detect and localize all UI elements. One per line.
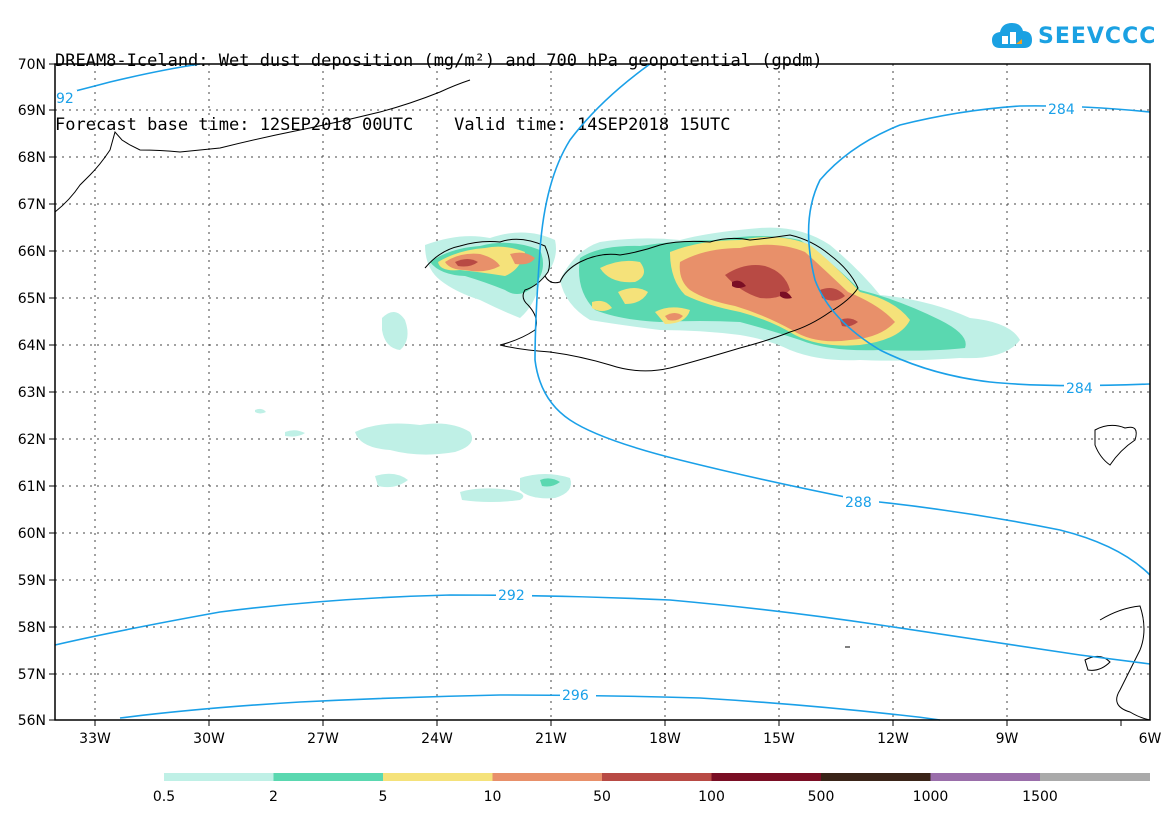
lat-label: 62N — [18, 432, 46, 448]
legend-swatch — [930, 773, 1041, 781]
lat-label: 57N — [18, 667, 46, 683]
lat-label: 70N — [18, 57, 46, 73]
legend-swatch — [164, 773, 274, 781]
legend-label: 100 — [698, 789, 725, 805]
dust-deposition-field — [255, 227, 1020, 502]
lon-label: 33W — [79, 731, 111, 747]
lon-label: 21W — [535, 731, 567, 747]
legend-label: 1000 — [913, 789, 949, 805]
color-legend: 0.5 2 5 10 50 100 500 1000 1500 — [153, 773, 1150, 805]
seevccc-logo: SEEVCCC — [990, 16, 1156, 56]
graticule — [55, 64, 1150, 720]
lat-label: 61N — [18, 479, 46, 495]
logo-text: SEEVCCC — [1038, 23, 1157, 49]
contour-label: 284 — [1048, 102, 1075, 118]
legend-swatch — [711, 773, 822, 781]
contour-label: 92 — [56, 91, 74, 107]
contour-label: 284 — [1066, 381, 1093, 397]
cloud-icon — [992, 23, 1032, 48]
axis-ticks — [49, 63, 1122, 726]
lat-label: 65N — [18, 291, 46, 307]
legend-swatch — [1040, 773, 1150, 781]
lat-label: 60N — [18, 526, 46, 542]
lat-label: 56N — [18, 713, 46, 729]
longitude-labels: 33W 30W 27W 24W 21W 18W 15W 12W 9W 6W — [79, 731, 1161, 747]
legend-label: 0.5 — [153, 789, 175, 805]
lon-label: 9W — [996, 731, 1019, 747]
lon-label: 15W — [763, 731, 795, 747]
lat-label: 67N — [18, 197, 46, 213]
lon-label: 24W — [421, 731, 453, 747]
legend-label: 5 — [379, 789, 388, 805]
legend-label: 2 — [269, 789, 278, 805]
title-line-1: DREAM8-Iceland: Wet dust deposition (mg/… — [55, 51, 823, 71]
lat-label: 68N — [18, 150, 46, 166]
legend-swatch — [602, 773, 712, 781]
legend-label: 500 — [808, 789, 835, 805]
contour-label: 296 — [562, 688, 589, 704]
legend-swatch — [383, 773, 493, 781]
legend-label: 50 — [593, 789, 611, 805]
contour-labels: 92 284 284 288 292 296 — [55, 90, 1100, 704]
lat-label: 58N — [18, 620, 46, 636]
contour-label: 292 — [498, 588, 525, 604]
lon-label: 30W — [193, 731, 225, 747]
title-line-2: Forecast base time: 12SEP2018 00UTC Vali… — [55, 115, 731, 135]
lat-label: 64N — [18, 338, 46, 354]
legend-swatch — [492, 773, 603, 781]
lat-label: 66N — [18, 244, 46, 260]
lon-label: 6W — [1139, 731, 1162, 747]
lat-label: 59N — [18, 573, 46, 589]
latitude-labels: 70N 69N 68N 67N 66N 65N 64N 63N 62N 61N … — [18, 57, 46, 729]
lat-label: 63N — [18, 385, 46, 401]
coastlines — [54, 79, 1151, 721]
lat-label: 69N — [18, 103, 46, 119]
title-block: DREAM8-Iceland: Wet dust deposition (mg/… — [55, 6, 823, 156]
lon-label: 27W — [307, 731, 339, 747]
legend-label: 1500 — [1022, 789, 1058, 805]
legend-label: 10 — [484, 789, 502, 805]
lon-label: 12W — [877, 731, 909, 747]
legend-swatch — [821, 773, 931, 781]
legend-swatch — [273, 773, 384, 781]
lon-label: 18W — [649, 731, 681, 747]
contour-label: 288 — [845, 495, 872, 511]
